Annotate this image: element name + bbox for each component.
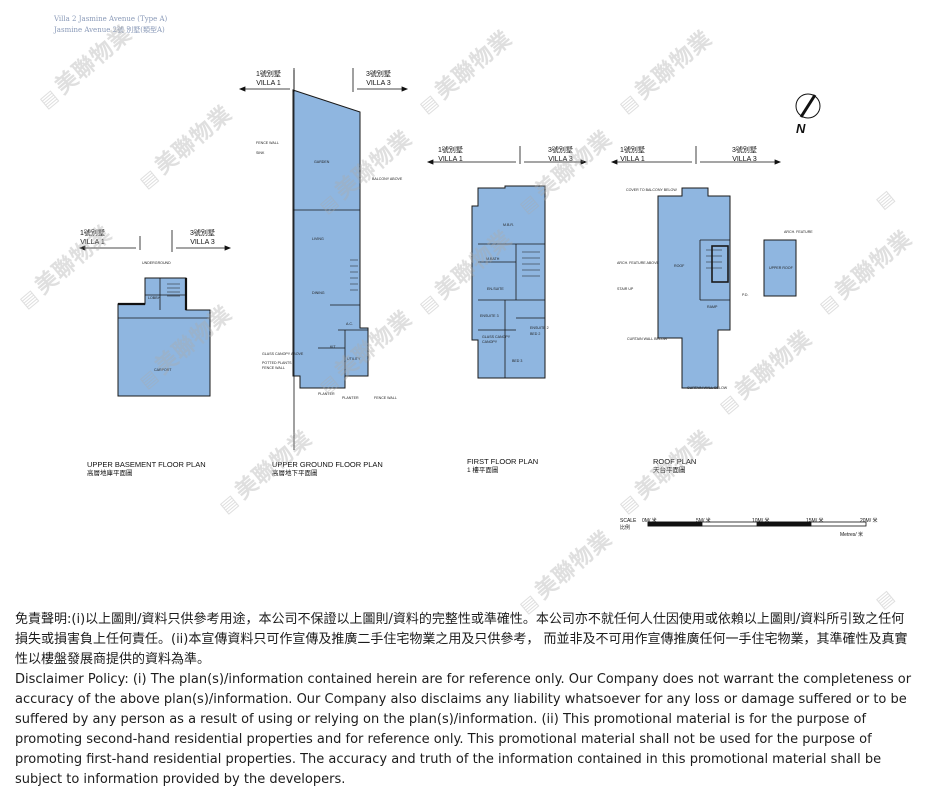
room-label: M.B.R. [503, 223, 514, 227]
villa1-label-basement: 1號別墅 VILLA 1 [80, 230, 105, 246]
floor-plans-drawing [78, 68, 867, 527]
plan-title-first: FIRST FLOOR PLAN 1 樓平面圖 [467, 457, 539, 474]
room-label: BED 2 [530, 332, 541, 336]
upper-roof-shape [763, 239, 797, 297]
room-label: BED 3 [512, 359, 523, 363]
disclaimer-en: Disclaimer Policy: (i) The plan(s)/infor… [15, 672, 912, 787]
room-label: RAMP [707, 305, 718, 309]
room-label: CURTAIN WALL BELOW [627, 337, 668, 341]
compass-north-label: N [796, 121, 806, 136]
villa1-label-roof: 1號別墅 VILLA 1 [620, 147, 645, 163]
plan-title-ground: UPPER GROUND FLOOR PLAN 高層地下平面圖 [272, 460, 383, 477]
villa1-label-first: 1號別墅 VILLA 1 [438, 147, 463, 163]
document-header: Villa 2 Jasmine Avenue (Type A) Jasmine … [54, 14, 167, 36]
disclaimer-block: 免責聲明:(i)以上圖則/資料只供參考用途，本公司不保證以上圖則/資料的完整性或… [15, 610, 915, 790]
room-label: BALCONY ABOVE [372, 177, 403, 181]
north-compass-icon [795, 93, 821, 119]
room-label: UNDERGROUND [142, 261, 171, 265]
room-label: LIVING [312, 237, 324, 241]
first-floor-plan-shape [471, 185, 546, 379]
basement-plan-shape [117, 277, 211, 397]
room-label: FENCE WALL [374, 396, 397, 400]
villa3-label-roof: 3號別墅 VILLA 3 [732, 147, 757, 163]
room-label: ENSUITE 3 [480, 314, 499, 318]
scale-label: SCALE 比例 [620, 518, 637, 531]
room-label: PLANTER [318, 392, 335, 396]
header-title-en: Villa 2 Jasmine Avenue (Type A) [54, 15, 168, 23]
room-label: ARCH. FEATURE [784, 230, 813, 234]
scale-unit-label: Metres/ 米 [840, 532, 864, 538]
room-label: DINING [312, 291, 325, 295]
header-title-zh: Jasmine Avenue 2號 別墅(類型A) [54, 26, 165, 34]
room-label: UTILITY [347, 357, 361, 361]
scale-tick-label: 0M/ 米 [642, 518, 657, 524]
room-label: ENSUITE 2 [530, 326, 549, 330]
room-label: FENCE WALL [256, 141, 279, 145]
room-label: SINK [256, 151, 265, 155]
scale-tick-label: 10M/ 米 [752, 518, 770, 524]
room-label: COVER TO BALCONY BELOW [626, 188, 677, 192]
room-label: CARPORT [154, 368, 172, 372]
room-label: PLANTER [342, 396, 359, 400]
ground-floor-plan-shape [292, 89, 369, 389]
scale-tick-label: 15M/ 米 [806, 518, 824, 524]
room-label: ROOF [674, 264, 685, 268]
room-label: POTTED PLANTS [262, 361, 292, 365]
plan-title-roof: ROOF PLAN 天台平面圖 [653, 457, 697, 474]
room-label: ARCH. FEATURE ABOVE [617, 261, 659, 265]
room-label: KIT [330, 345, 336, 349]
room-label: EN-SUITE [487, 287, 504, 291]
villa1-label-ground: 1號別墅 VILLA 1 [256, 71, 281, 87]
room-label: M.BATH [486, 257, 500, 261]
room-label: LOBBY [148, 296, 160, 300]
room-label: A.C. [346, 322, 353, 326]
plan-title-basement: UPPER BASEMENT FLOOR PLAN 高層地庫平面圖 [87, 460, 206, 477]
roof-plan-shape [657, 187, 731, 389]
room-label: P.D. [742, 293, 749, 297]
disclaimer-zh: 免責聲明:(i)以上圖則/資料只供參考用途，本公司不保證以上圖則/資料的完整性或… [15, 612, 908, 667]
room-label: STAIR UP [617, 287, 634, 291]
room-label: GLASS CANOPY [482, 335, 511, 339]
villa3-label-ground: 3號別墅 VILLA 3 [366, 71, 391, 87]
room-label: FENCE WALL [262, 366, 285, 370]
room-label: GARDEN [314, 160, 330, 164]
room-label: GLASS CANOPY ABOVE [262, 352, 304, 356]
villa3-label-basement: 3號別墅 VILLA 3 [190, 230, 215, 246]
room-label: UPPER ROOF [769, 266, 793, 270]
room-label: CANOPY [482, 340, 498, 344]
scale-tick-label: 5M/ 米 [696, 518, 711, 524]
scale-bar-graphic [647, 521, 867, 527]
room-label: CURTAIN WALL BELOW [687, 386, 728, 390]
villa3-label-first: 3號別墅 VILLA 3 [548, 147, 573, 163]
scale-tick-label: 20M/ 米 [860, 518, 878, 524]
